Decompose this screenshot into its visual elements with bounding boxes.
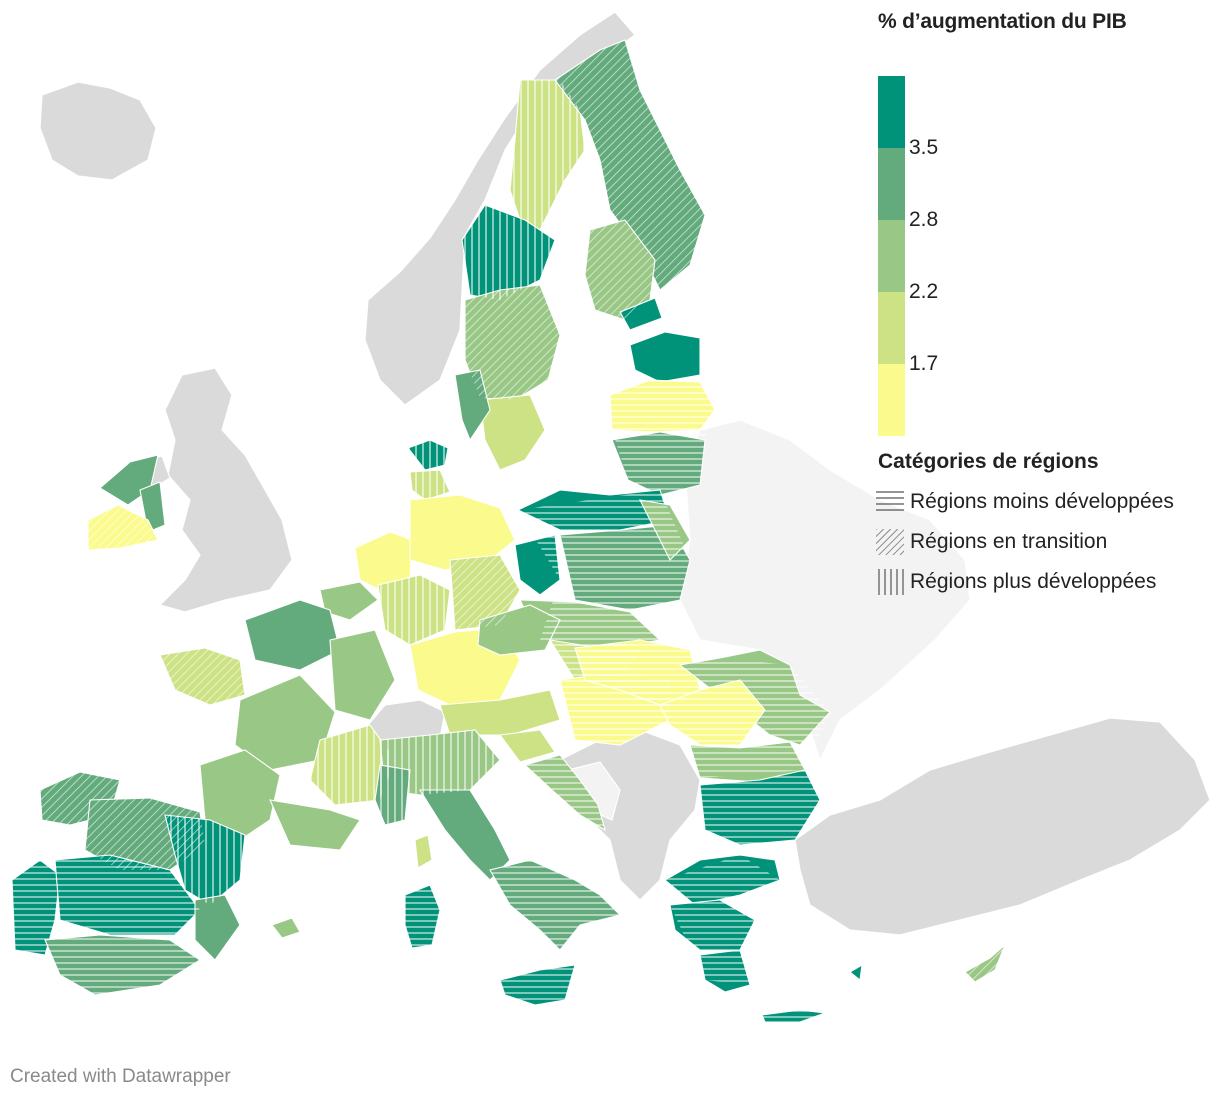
scale-bin-5: [878, 364, 905, 436]
region-france-north: [244, 599, 341, 671]
scale-tick-label: 2.2: [909, 280, 939, 303]
region-germany-west: [377, 574, 451, 646]
region-slovenia: [498, 729, 556, 763]
region-italy-south: [489, 859, 622, 951]
region-bulgaria: [699, 769, 821, 846]
category-less-developed: Régions moins développées: [876, 482, 1216, 522]
region-poland-west: [514, 534, 561, 596]
map-legend: % d’augmentation du PIB 3.5 2.8 2.2 1.7 …: [876, 10, 1216, 602]
great-britain-shape: [158, 367, 293, 613]
category-more-developed: Régions plus développées: [876, 562, 1216, 602]
region-germany-north: [409, 494, 516, 571]
region-france-brittany: [159, 647, 246, 706]
region-spain-east: [194, 894, 241, 961]
region-cyprus: [964, 944, 1006, 983]
region-sicily: [499, 964, 576, 1006]
credit-footer: Created with Datawrapper: [10, 1066, 231, 1087]
region-denmark-south: [409, 469, 451, 501]
vertical-lines-icon: [876, 569, 904, 595]
turkey-shape: [794, 717, 1211, 936]
scale-tick-label: 3.5: [909, 136, 939, 159]
scale-tick-label: 1.7: [909, 352, 939, 375]
region-aegean-island: [849, 963, 863, 982]
region-greece-north: [664, 854, 781, 906]
region-latvia: [609, 379, 716, 433]
region-france-south: [269, 799, 361, 851]
region-greece-central: [669, 899, 756, 951]
region-sweden-south: [479, 394, 546, 471]
scale-tick-label: 2.8: [909, 208, 939, 231]
region-corsica: [414, 834, 433, 869]
category-label: Régions plus développées: [910, 570, 1157, 593]
category-label: Régions en transition: [910, 530, 1108, 553]
category-label: Régions moins développées: [910, 490, 1174, 513]
region-lithuania: [611, 431, 706, 496]
region-sardinia: [404, 884, 441, 949]
region-crete: [761, 1009, 826, 1023]
region-balearic: [271, 917, 301, 939]
region-greece-south: [699, 949, 751, 993]
horizontal-lines-icon: [876, 489, 904, 515]
region-estonia: [629, 331, 701, 383]
region-spain-south: [44, 934, 202, 996]
region-france-east: [329, 629, 396, 721]
region-denmark-jutland: [407, 439, 449, 471]
iceland-shape: [39, 81, 157, 181]
scale-bin-1: [878, 76, 905, 148]
region-italy-center: [419, 789, 511, 881]
diagonal-lines-icon: [876, 529, 904, 555]
scale-bin-4: [878, 292, 905, 364]
category-transition: Régions en transition: [876, 522, 1216, 562]
categories-title: Catégories de régions: [878, 450, 1099, 473]
legend-title: % d’augmentation du PIB: [878, 10, 1127, 33]
scale-bin-2: [878, 148, 905, 220]
scale-bin-3: [878, 220, 905, 292]
region-italy-northwest: [374, 764, 411, 826]
color-scale: 3.5 2.8 2.2 1.7: [876, 42, 1216, 436]
